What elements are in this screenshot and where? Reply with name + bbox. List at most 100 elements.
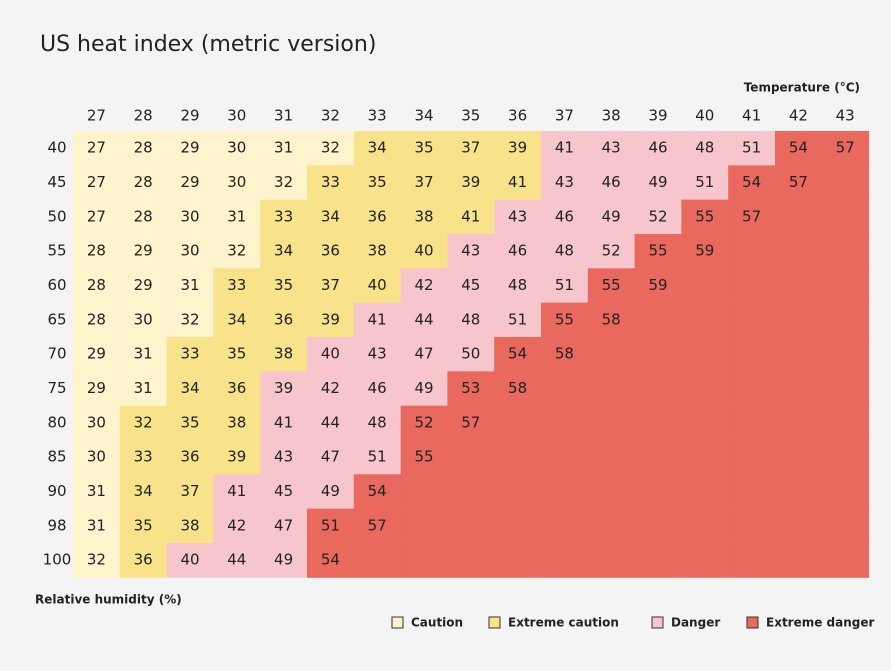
- cell-value: 40: [321, 345, 340, 363]
- cell-background: [307, 508, 355, 544]
- cell-background: [400, 302, 448, 338]
- cell-value: 47: [274, 516, 293, 534]
- cell-value: 32: [180, 310, 199, 328]
- cell-value: 38: [274, 345, 293, 363]
- cell-background: [400, 371, 448, 407]
- cell-background: [587, 268, 636, 304]
- cell-value: 59: [695, 242, 714, 260]
- cell-value: 43: [461, 242, 480, 260]
- cell-value: 34: [274, 242, 293, 260]
- cell-value: 52: [414, 413, 433, 431]
- cell-background: [587, 542, 636, 578]
- cell-background: [119, 336, 168, 372]
- cell-background: [634, 165, 682, 201]
- cell-value: 57: [742, 207, 761, 225]
- cell-value: 27: [87, 207, 106, 225]
- cell-value: 37: [461, 139, 480, 157]
- cell-background: [260, 302, 308, 338]
- cell-value: 41: [227, 482, 246, 500]
- cell-value: 33: [274, 207, 293, 225]
- cell-value: 35: [134, 516, 153, 534]
- cell-value: 38: [180, 516, 199, 534]
- cell-value: 33: [321, 173, 340, 191]
- cell-background: [166, 542, 214, 578]
- cell-background: [260, 268, 308, 304]
- cell-value: 58: [555, 345, 574, 363]
- cell-background: [728, 199, 776, 235]
- cell-value: 44: [227, 551, 246, 569]
- cell-background: [494, 131, 542, 166]
- cell-value: 37: [414, 173, 433, 191]
- cell-background: [353, 542, 402, 578]
- cell-background: [728, 474, 776, 510]
- cell-background: [307, 199, 355, 235]
- cell-value: 55: [695, 207, 714, 225]
- cell-background: [728, 405, 776, 441]
- cell-value: 42: [414, 276, 433, 294]
- cell-value: 57: [836, 139, 855, 157]
- cell-value: 29: [87, 345, 106, 363]
- cell-background: [119, 165, 168, 201]
- cell-background: [494, 165, 542, 201]
- cell-background: [775, 131, 823, 166]
- cell-value: 55: [648, 242, 667, 260]
- cell-background: [681, 542, 729, 578]
- cell-background: [634, 131, 682, 166]
- cell-value: 45: [274, 482, 293, 500]
- cell-value: 48: [695, 139, 714, 157]
- cell-value: 39: [227, 448, 246, 466]
- cell-value: 46: [555, 207, 574, 225]
- cell-value: 38: [368, 242, 387, 260]
- cell-background: [681, 336, 729, 372]
- cell-value: 34: [368, 139, 387, 157]
- cell-background: [213, 474, 261, 510]
- cell-value: 40: [180, 551, 199, 569]
- cell-value: 54: [321, 551, 340, 569]
- cell-value: 33: [180, 345, 199, 363]
- cell-value: 28: [87, 310, 106, 328]
- cell-value: 38: [414, 207, 433, 225]
- cell-value: 57: [789, 173, 808, 191]
- cell-value: 41: [508, 173, 527, 191]
- cell-value: 42: [227, 516, 246, 534]
- cell-value: 40: [368, 276, 387, 294]
- cell-background: [775, 302, 823, 338]
- cell-value: 36: [274, 310, 293, 328]
- cell-background: [681, 131, 729, 166]
- cell-background: [307, 336, 355, 372]
- cell-background: [260, 405, 308, 441]
- column-header: 42: [789, 107, 808, 125]
- cell-background: [821, 199, 870, 235]
- cell-background: [166, 268, 214, 304]
- cell-value: 28: [134, 139, 153, 157]
- cell-value: 35: [274, 276, 293, 294]
- column-header: 37: [555, 107, 574, 125]
- cell-value: 31: [134, 379, 153, 397]
- cell-background: [400, 474, 448, 510]
- cell-value: 54: [368, 482, 387, 500]
- cell-background: [447, 542, 495, 578]
- cell-value: 53: [461, 379, 480, 397]
- cell-background: [494, 405, 542, 441]
- cell-value: 48: [368, 413, 387, 431]
- cell-background: [447, 233, 495, 269]
- cell-value: 39: [321, 310, 340, 328]
- cell-background: [213, 165, 261, 201]
- cell-value: 32: [134, 413, 153, 431]
- legend-label: Extreme danger: [766, 616, 875, 630]
- cell-background: [821, 508, 870, 544]
- cell-background: [447, 405, 495, 441]
- row-header: 40: [47, 139, 66, 157]
- cell-background: [260, 199, 308, 235]
- cell-background: [213, 233, 261, 269]
- cell-value: 32: [274, 173, 293, 191]
- cell-value: 31: [87, 516, 106, 534]
- cell-background: [587, 131, 636, 166]
- cell-background: [73, 405, 121, 441]
- column-header: 41: [742, 107, 761, 125]
- cell-background: [73, 233, 121, 269]
- cell-background: [494, 508, 542, 544]
- cell-background: [119, 233, 168, 269]
- cell-background: [775, 474, 823, 510]
- cell-background: [494, 199, 542, 235]
